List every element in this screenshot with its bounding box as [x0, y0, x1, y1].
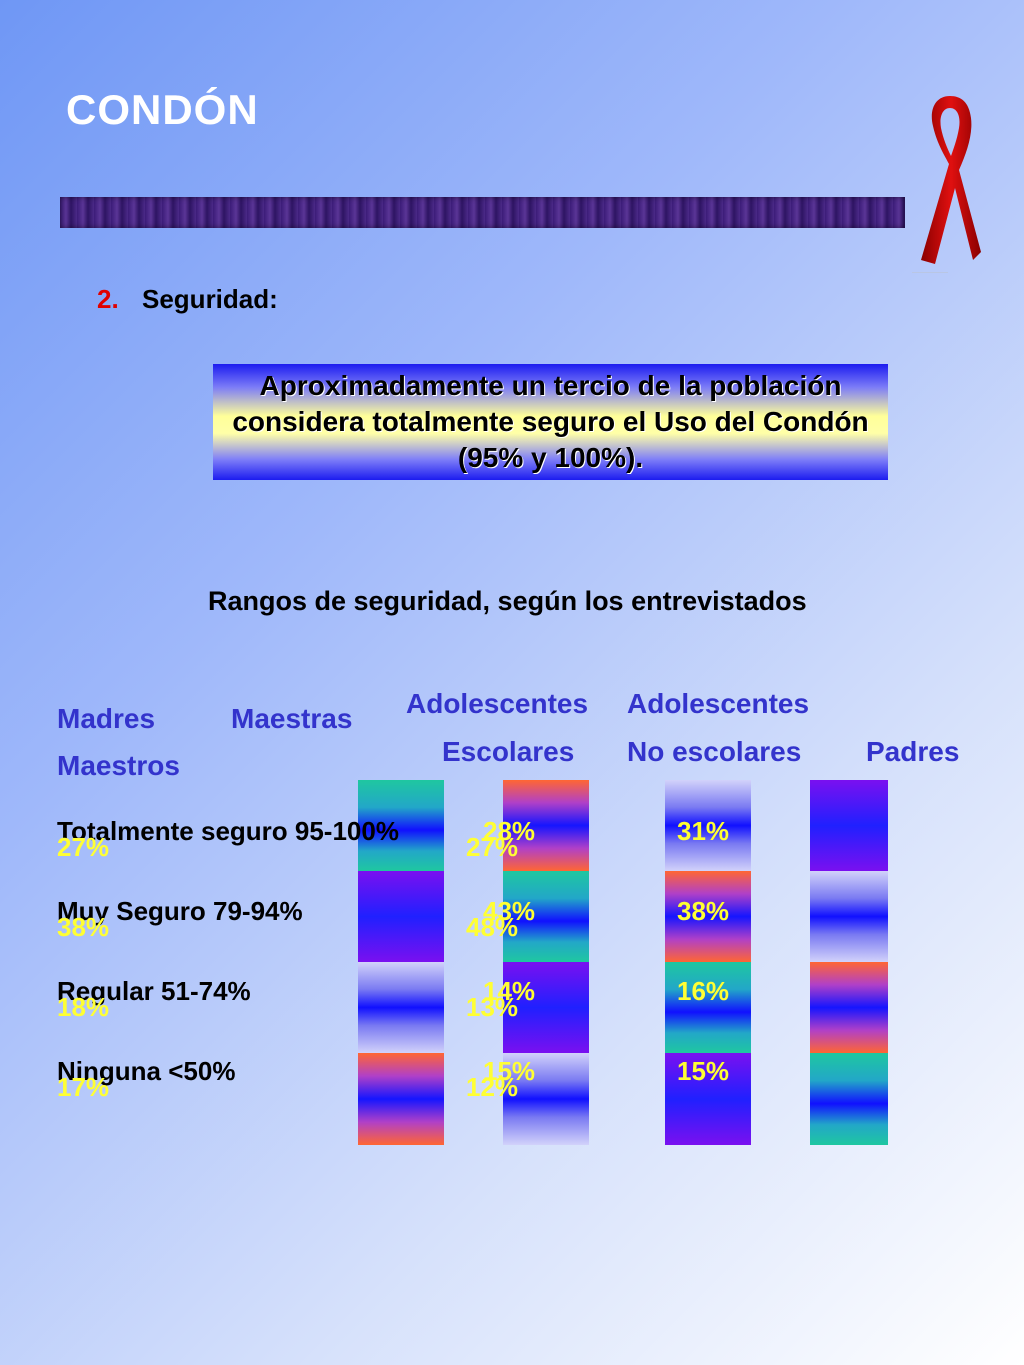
- bar-segment: [665, 1053, 751, 1145]
- row-label: Totalmente seguro 95-100%: [57, 816, 399, 846]
- bar-segment: [358, 1053, 444, 1145]
- value-label: 18%: [57, 992, 110, 1022]
- header-adolescentes-2: Adolescentes: [627, 688, 810, 719]
- header-maestras: Maestras: [231, 703, 353, 734]
- bar-segment: [665, 780, 751, 871]
- bar-segment: [358, 871, 444, 962]
- row-label: Regular 51-74%: [57, 976, 251, 1006]
- callout-text: Aproximadamente un tercio de la població…: [232, 370, 869, 473]
- header-padres: Padres: [866, 736, 960, 767]
- value-label: 16%: [677, 976, 730, 1006]
- chart-title: Rangos de seguridad, según los entrevist…: [208, 586, 807, 616]
- value-label: 14%: [483, 976, 536, 1006]
- value-label: 15%: [677, 1056, 730, 1086]
- value-label: 38%: [57, 912, 110, 942]
- header-no-escolares: No escolares: [627, 736, 802, 767]
- bar-segment: [358, 780, 444, 871]
- bar-segment: [503, 780, 589, 871]
- section-number: 2.: [97, 284, 119, 314]
- row-label: Muy Seguro 79-94%: [57, 896, 303, 926]
- bar-segment: [665, 871, 751, 962]
- value-label: 31%: [677, 816, 730, 846]
- value-label: 28%: [483, 816, 536, 846]
- bar-segment: [810, 962, 888, 1053]
- value-label: 17%: [57, 1072, 110, 1102]
- bar-segment: [503, 962, 589, 1053]
- section-label: Seguridad:: [142, 284, 278, 314]
- header-escolares: Escolares: [442, 736, 575, 767]
- bar-segment: [810, 780, 888, 871]
- value-label: 48%: [466, 912, 519, 942]
- value-label: 27%: [57, 832, 110, 862]
- header-madres: Madres: [57, 703, 156, 734]
- value-label: 12%: [466, 1072, 519, 1102]
- bar-segment: [503, 1053, 589, 1145]
- value-label: 27%: [466, 832, 519, 862]
- red-ribbon-icon: [921, 96, 981, 264]
- bar-segment: [665, 962, 751, 1053]
- value-label: 15%: [483, 1056, 536, 1086]
- bar-segment: [810, 1053, 888, 1145]
- value-label: 13%: [466, 992, 519, 1022]
- ribbon-base-line: [912, 272, 948, 273]
- callout-box: Aproximadamente un tercio de la població…: [213, 364, 888, 480]
- value-label: 43%: [483, 896, 536, 926]
- row-label: Ninguna <50%: [57, 1056, 236, 1086]
- bar-segment: [358, 962, 444, 1053]
- bar-segment: [503, 871, 589, 962]
- bar-segment: [810, 871, 888, 962]
- title-divider-bar: [60, 197, 905, 228]
- slide-title: CONDÓN: [66, 86, 259, 133]
- header-maestros: Maestros: [57, 750, 180, 781]
- header-adolescentes-1: Adolescentes: [406, 688, 589, 719]
- value-label: 38%: [677, 896, 730, 926]
